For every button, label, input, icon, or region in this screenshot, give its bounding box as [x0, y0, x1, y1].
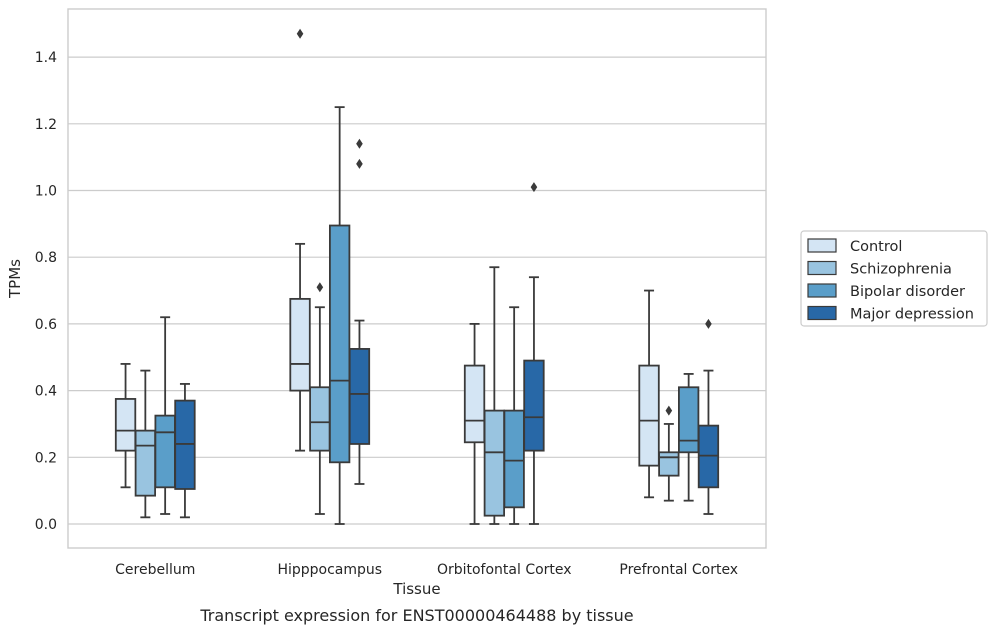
x-axis-label: Tissue — [392, 580, 440, 598]
x-tick-label: Cerebellum — [115, 562, 195, 578]
legend-swatch — [807, 260, 837, 276]
box — [658, 451, 680, 477]
legend-label: Schizophrenia — [850, 262, 952, 278]
box — [289, 297, 311, 392]
y-tick-label: 0.4 — [35, 384, 57, 400]
outlier-point — [665, 405, 673, 416]
box — [348, 348, 371, 445]
legend-label: Major depression — [850, 307, 974, 323]
legend-label: Control — [850, 239, 902, 255]
y-tick-label: 1.2 — [35, 117, 57, 133]
y-tick-label: 1.0 — [35, 184, 57, 200]
box — [678, 386, 700, 454]
y-tick-label: 0.0 — [35, 517, 57, 533]
legend-swatch — [807, 283, 837, 298]
y-tick-label: 0.6 — [35, 317, 57, 333]
outlier-point — [296, 28, 304, 39]
legend-label: Bipolar disorder — [850, 284, 965, 300]
outlier-point — [530, 182, 538, 193]
x-tick-label: Hipppocampus — [277, 562, 382, 578]
x-tick-label: Orbitofontal Cortex — [437, 562, 572, 578]
box — [523, 359, 545, 452]
box — [328, 224, 351, 464]
legend-box — [800, 230, 988, 327]
legend-swatch — [807, 238, 837, 253]
outlier-point — [705, 318, 712, 329]
legend-swatch — [807, 305, 837, 321]
outlier-point — [316, 282, 324, 293]
box — [638, 364, 660, 467]
box — [309, 386, 331, 452]
y-tick-label: 0.2 — [35, 450, 57, 466]
outlier-point — [356, 138, 363, 149]
box — [463, 364, 486, 444]
box — [503, 409, 525, 509]
box — [483, 409, 506, 517]
box — [114, 398, 137, 452]
plot-frame — [67, 8, 767, 549]
y-tick-label: 1.4 — [35, 50, 57, 66]
box — [134, 429, 157, 497]
box — [154, 414, 176, 489]
y-tick-label: 0.8 — [35, 250, 57, 266]
x-tick-label: Prefrontal Cortex — [619, 562, 738, 578]
figure-caption: Transcript expression for ENST0000046448… — [200, 606, 634, 625]
outlier-point — [356, 158, 363, 169]
y-axis-label: TPMs — [6, 259, 24, 299]
